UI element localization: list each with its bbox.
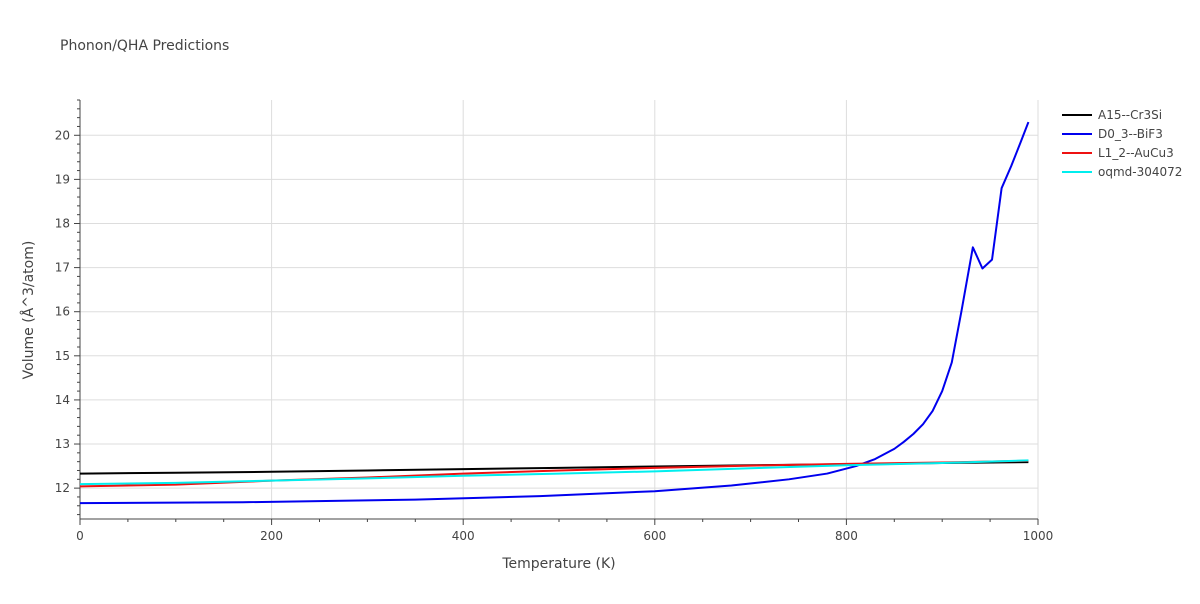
y-tick-label: 19 <box>55 172 70 186</box>
legend-item: oqmd-304072 <box>1062 165 1182 179</box>
x-tick-label: 0 <box>76 529 84 543</box>
legend-item: D0_3--BiF3 <box>1062 127 1163 141</box>
legend-label: L1_2--AuCu3 <box>1098 146 1174 160</box>
series-line <box>79 459 1029 486</box>
y-tick-label: 14 <box>55 393 70 407</box>
x-tick-label: 600 <box>643 529 666 543</box>
legend-item: A15--Cr3Si <box>1062 108 1162 122</box>
x-tick-label: 400 <box>452 529 475 543</box>
y-tick-label: 13 <box>55 437 70 451</box>
y-tick-label: 12 <box>55 481 70 495</box>
legend-label: D0_3--BiF3 <box>1098 127 1163 141</box>
legend-label: A15--Cr3Si <box>1098 108 1162 122</box>
y-tick-label: 18 <box>55 216 70 230</box>
axes: 0 200 400 600 800 1000 12 13 14 15 16 17 18 19 20 <box>55 99 1054 543</box>
y-tick-label: 15 <box>55 349 70 363</box>
y-axis-label: Volume (Å^3/atom) <box>20 241 37 380</box>
y-tick-label: 20 <box>55 128 70 142</box>
x-axis-label: Temperature (K) <box>501 556 615 572</box>
x-tick-label: 1000 <box>1023 529 1054 543</box>
y-tick-label: 16 <box>55 305 70 319</box>
legend-item: L1_2--AuCu3 <box>1062 146 1174 160</box>
legend: A15--Cr3Si D0_3--BiF3 L1_2--AuCu3 oqmd-3040… <box>1062 108 1182 179</box>
x-tick-label: 200 <box>260 529 283 543</box>
x-tick-label: 800 <box>835 529 858 543</box>
grid <box>80 100 1039 519</box>
chart-title: Phonon/QHA Predictions <box>60 38 229 54</box>
legend-label: oqmd-304072 <box>1098 165 1182 179</box>
series-lines <box>79 121 1030 505</box>
series-line <box>79 121 1030 505</box>
y-tick-label: 17 <box>55 261 70 275</box>
